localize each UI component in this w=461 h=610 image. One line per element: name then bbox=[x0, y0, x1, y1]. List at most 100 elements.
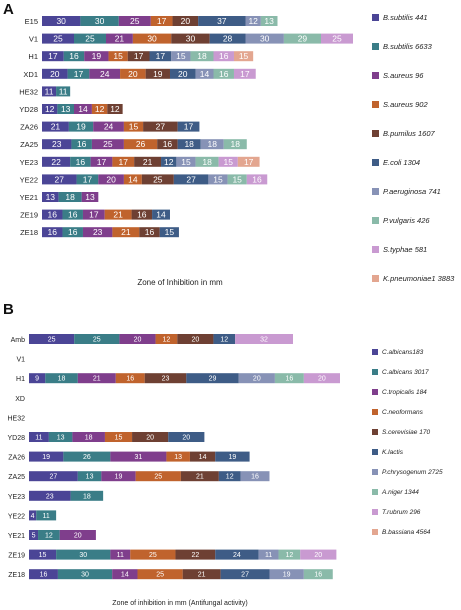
chart0-segment-value-label: 20 bbox=[50, 69, 60, 79]
chart0-segment-value-label: 16 bbox=[68, 210, 78, 220]
chart1-bar-segment bbox=[29, 451, 64, 462]
chart1-segment-value-label: 25 bbox=[149, 552, 157, 559]
chart1-segment-value-label: 20 bbox=[253, 376, 261, 383]
chart1-bar-segment bbox=[77, 471, 102, 482]
chart0-bar-segment bbox=[134, 156, 162, 167]
chart0-segment-value-label: 18 bbox=[231, 139, 241, 149]
chart0-bar-segment bbox=[283, 33, 322, 44]
chart0-bar-segment bbox=[42, 121, 69, 132]
chart1-segment-value-label: 13 bbox=[57, 434, 65, 441]
chart0-bar-segment bbox=[198, 16, 246, 26]
chart1-bar-segment bbox=[70, 490, 104, 501]
chart0-segment-value-label: 21 bbox=[51, 122, 61, 132]
chart0-bar-segment bbox=[237, 156, 260, 167]
chart1-category-label: H1 bbox=[16, 376, 25, 383]
chart0-bar-segment bbox=[42, 33, 74, 44]
chart1-segment-value-label: 12 bbox=[285, 552, 293, 559]
chart1-segment-value-label: 13 bbox=[174, 454, 182, 461]
chart0-legend-entry: S.aureus 96 bbox=[383, 71, 424, 80]
chart0-bar-segment bbox=[245, 33, 284, 44]
chart0-segment-value-label: 19 bbox=[153, 69, 163, 79]
chart0-bar-segment bbox=[200, 139, 224, 150]
chart0-bar-segment bbox=[149, 51, 172, 62]
chart0-segment-value-label: 20 bbox=[128, 69, 138, 79]
chart0-segment-value-label: 18 bbox=[65, 192, 75, 202]
chart1-segment-value-label: 11 bbox=[117, 552, 124, 559]
chart0-legend-swatch bbox=[372, 43, 379, 50]
chart1-bar-segment bbox=[175, 549, 216, 560]
chart0-bar-segment bbox=[213, 68, 234, 79]
chart0-bar-segment bbox=[42, 156, 71, 167]
chart0-segment-value-label: 12 bbox=[110, 104, 120, 114]
chart0-bar-segment bbox=[131, 209, 153, 220]
chart1-bar-segment bbox=[155, 334, 178, 344]
chart0-bar-segment bbox=[89, 68, 121, 79]
chart0-legend-entry: B.subtilis 6633 bbox=[383, 42, 433, 51]
chart0-segment-value-label: 17 bbox=[157, 16, 167, 26]
panel-a-letter: A bbox=[3, 1, 14, 18]
chart1-bar-segment bbox=[56, 549, 111, 560]
chart1-bar-segment bbox=[110, 451, 167, 462]
chart1-segment-value-label: 27 bbox=[50, 474, 58, 481]
chart1-bar-segment bbox=[29, 549, 57, 560]
chart0-segment-value-label: 17 bbox=[134, 51, 144, 61]
chart0-legend-entry: E.coli 1304 bbox=[383, 158, 420, 167]
chart1-segment-value-label: 21 bbox=[198, 572, 206, 579]
chart0-bar-segment bbox=[123, 139, 158, 150]
chart1-bar-segment bbox=[189, 451, 216, 462]
chart0-segment-value-label: 15 bbox=[232, 174, 242, 184]
panel-b-letter: B bbox=[3, 301, 14, 318]
chart1-segment-value-label: 11 bbox=[43, 513, 50, 520]
chart0-category-label: XD1 bbox=[23, 70, 38, 79]
chart1-bar-segment bbox=[115, 373, 145, 384]
chart1-legend-swatch bbox=[372, 429, 378, 435]
chart0-bar-segment bbox=[42, 16, 81, 26]
chart1-segment-value-label: 32 bbox=[260, 336, 268, 343]
chart0-legend-entry: K.pneumoniae1 3883 bbox=[383, 274, 455, 283]
chart0-bar-segment bbox=[42, 209, 63, 220]
chart1-segment-value-label: 20 bbox=[74, 532, 82, 539]
chart0-bar-segment bbox=[82, 209, 105, 220]
chart0-segment-value-label: 30 bbox=[147, 34, 157, 44]
chart0-segment-value-label: 12 bbox=[45, 104, 55, 114]
chart0-segment-value-label: 16 bbox=[252, 174, 262, 184]
chart0-segment-value-label: 23 bbox=[52, 139, 62, 149]
chart1-legend-entry: C.neoformans bbox=[382, 409, 424, 416]
chart0-bar-segment bbox=[70, 156, 91, 167]
chart1-bar-segment bbox=[130, 549, 176, 560]
chart1-legend-swatch bbox=[372, 509, 378, 515]
chart1-bar-segment bbox=[29, 530, 39, 540]
chart0-bar-segment bbox=[93, 121, 124, 132]
chart0-segment-value-label: 27 bbox=[156, 122, 166, 132]
chart0-bar-segment bbox=[91, 139, 124, 150]
chart1-bar-segment bbox=[74, 334, 120, 344]
chart0-segment-value-label: 18 bbox=[207, 139, 217, 149]
chart0-segment-value-label: 17 bbox=[244, 157, 254, 167]
chart1-bar-segment bbox=[36, 510, 57, 521]
chart1-segment-value-label: 21 bbox=[196, 474, 204, 481]
chart0-bar-segment bbox=[132, 33, 172, 44]
chart0-segment-value-label: 17 bbox=[184, 122, 194, 132]
chart1-segment-value-label: 16 bbox=[314, 572, 322, 579]
chart0-segment-value-label: 17 bbox=[240, 69, 250, 79]
chart1-bar-segment bbox=[166, 451, 190, 462]
chart1-bar-segment bbox=[57, 569, 113, 580]
chart0-segment-value-label: 28 bbox=[223, 34, 233, 44]
chart1-bar-segment bbox=[278, 549, 301, 560]
chart1-segment-value-label: 11 bbox=[35, 434, 42, 441]
chart1-bar-segment bbox=[137, 569, 183, 580]
chart1-segment-value-label: 20 bbox=[191, 336, 199, 343]
chart0-segment-value-label: 16 bbox=[48, 210, 58, 220]
chart1-legend-entry: B.bassiana 4564 bbox=[382, 529, 431, 536]
chart0-segment-value-label: 23 bbox=[93, 227, 103, 237]
chart1-bar-segment bbox=[240, 471, 270, 482]
chart0-bar-segment bbox=[177, 121, 200, 132]
chart1-bar-segment bbox=[132, 432, 169, 442]
chart1-bar-segment bbox=[220, 569, 270, 580]
chart0-legend-swatch bbox=[372, 159, 379, 166]
chart0-bar-segment bbox=[42, 139, 72, 150]
chart1-segment-value-label: 13 bbox=[86, 474, 94, 481]
chart1-segment-value-label: 14 bbox=[121, 572, 129, 579]
chart1-segment-value-label: 19 bbox=[115, 474, 123, 481]
